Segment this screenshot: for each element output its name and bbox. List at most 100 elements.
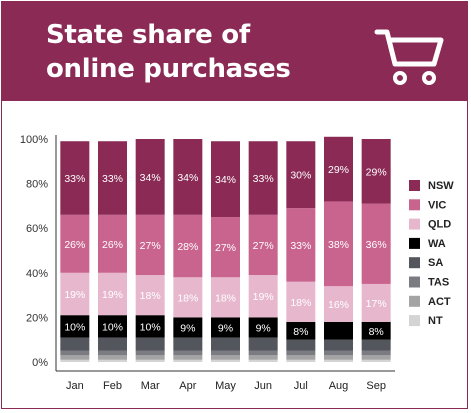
bar-segment-sa bbox=[173, 337, 203, 351]
chart-card: State share of online purchases 0% 20% 40%… bbox=[1, 1, 468, 409]
data-label: 18% bbox=[290, 297, 311, 309]
bar-segment-tas bbox=[248, 350, 278, 356]
bar-segment-wa bbox=[98, 315, 127, 338]
bar-segment-nt bbox=[135, 359, 165, 362]
x-tick-label: Feb bbox=[103, 380, 122, 392]
y-tick-label: 40% bbox=[26, 268, 48, 280]
bar-segment-act bbox=[361, 355, 391, 360]
bar-segment-nt bbox=[173, 359, 203, 362]
data-label: 9% bbox=[218, 322, 233, 334]
data-label: 36% bbox=[366, 239, 387, 251]
bar-segment-act bbox=[324, 355, 353, 360]
bar-segment-vic bbox=[324, 201, 353, 287]
bar-segment-act bbox=[135, 355, 165, 360]
data-label: 29% bbox=[366, 166, 387, 178]
bar-segment-nsw bbox=[98, 141, 127, 215]
bar-segment-sa bbox=[248, 337, 278, 351]
bar-segment-qld bbox=[248, 275, 278, 318]
bar-segment-wa bbox=[361, 321, 391, 340]
y-tick-label: 80% bbox=[26, 179, 48, 191]
data-label: 27% bbox=[215, 242, 236, 254]
bar-segment-nsw bbox=[211, 141, 240, 218]
bar-segment-nsw bbox=[173, 139, 203, 215]
bar-segment-act bbox=[173, 355, 203, 360]
bar-segment-qld bbox=[324, 286, 353, 322]
x-tick-label: Apr bbox=[179, 380, 196, 392]
data-label: 17% bbox=[366, 298, 387, 310]
legend-swatch-wa bbox=[409, 237, 420, 249]
bar-segment-act bbox=[248, 355, 278, 360]
x-tick-label: Aug bbox=[329, 380, 349, 392]
bar-segment-tas bbox=[211, 350, 240, 356]
data-label: 19% bbox=[102, 289, 123, 301]
bar-segment-tas bbox=[60, 350, 90, 356]
data-label: 34% bbox=[177, 172, 198, 184]
data-label: 33% bbox=[290, 240, 311, 252]
chart-title: State share of online purchases bbox=[46, 20, 291, 84]
bar-segment-tas bbox=[98, 350, 127, 356]
bar-segment-nsw bbox=[361, 139, 391, 204]
x-tick-label: Sep bbox=[366, 380, 386, 392]
bar-segment-nt bbox=[286, 359, 316, 362]
bar-segment-wa bbox=[135, 315, 165, 338]
data-label: 10% bbox=[64, 321, 85, 333]
legend-swatch-nt bbox=[409, 315, 420, 327]
bar-segment-qld bbox=[135, 275, 165, 316]
x-tick-label: Jan bbox=[66, 380, 84, 392]
bar-segment-sa bbox=[286, 339, 316, 351]
x-tick-label: Mar bbox=[141, 380, 160, 392]
bar-segment-vic bbox=[361, 203, 391, 284]
legend-swatch-vic bbox=[409, 199, 420, 211]
bar-segment-wa bbox=[324, 321, 353, 340]
data-label: 30% bbox=[290, 170, 311, 182]
bar-segment-vic bbox=[60, 214, 90, 273]
bar-segment-vic bbox=[248, 214, 278, 276]
data-label: 18% bbox=[215, 292, 236, 304]
data-label: 10% bbox=[140, 321, 161, 333]
bar-segment-qld bbox=[286, 281, 316, 322]
bar-segment-wa bbox=[60, 315, 90, 338]
legend-label-qld: QLD bbox=[428, 219, 451, 231]
bar-segment-vic bbox=[286, 208, 316, 282]
legend-swatch-nsw bbox=[409, 180, 420, 191]
data-label: 34% bbox=[215, 174, 236, 186]
data-label: 19% bbox=[253, 291, 274, 303]
bar-segment-tas bbox=[361, 350, 391, 356]
data-label: 27% bbox=[140, 240, 161, 252]
bar-segment-nt bbox=[98, 359, 127, 362]
legend-label-act: ACT bbox=[428, 296, 451, 308]
shopping-cart-icon bbox=[374, 29, 444, 85]
bar-segment-vic bbox=[211, 217, 240, 278]
data-label: 10% bbox=[102, 321, 123, 333]
bar-segment-qld bbox=[60, 272, 90, 316]
legend-label-nsw: NSW bbox=[428, 180, 454, 192]
x-tick-label: Jun bbox=[254, 380, 272, 392]
header-banner: State share of online purchases bbox=[2, 2, 467, 101]
bar-segment-qld bbox=[211, 277, 240, 318]
bar-segment-tas bbox=[173, 350, 203, 356]
data-label: 33% bbox=[102, 173, 123, 185]
legend-swatch-qld bbox=[409, 218, 420, 230]
bar-segment-sa bbox=[60, 337, 90, 351]
bar-segment-vic bbox=[135, 214, 165, 276]
bar-segment-nt bbox=[60, 359, 90, 362]
data-label: 26% bbox=[64, 239, 85, 251]
bar-segment-nt bbox=[324, 359, 353, 362]
bar-segment-vic bbox=[173, 214, 203, 278]
y-tick-label: 0% bbox=[32, 357, 48, 369]
legend-swatch-act bbox=[409, 295, 420, 307]
bar-segment-nt bbox=[211, 359, 240, 362]
bar-segment-wa bbox=[248, 317, 278, 338]
bar-segment-act bbox=[286, 355, 316, 360]
bar-segment-nt bbox=[361, 359, 391, 362]
data-label: 33% bbox=[64, 173, 85, 185]
bar-segment-act bbox=[60, 355, 90, 360]
chart-area: 0% 20% 40% 60% 80% 100% 10% 19% 26% 33% Jan 10% 19% 2… bbox=[2, 101, 467, 408]
bar-segment-sa bbox=[98, 337, 127, 351]
data-label: 9% bbox=[256, 322, 271, 334]
y-tick-label: 20% bbox=[26, 312, 48, 324]
legend-label-wa: WA bbox=[428, 238, 446, 250]
data-label: 18% bbox=[177, 292, 198, 304]
bar-segment-nsw bbox=[135, 139, 165, 215]
data-label: 8% bbox=[293, 326, 308, 338]
